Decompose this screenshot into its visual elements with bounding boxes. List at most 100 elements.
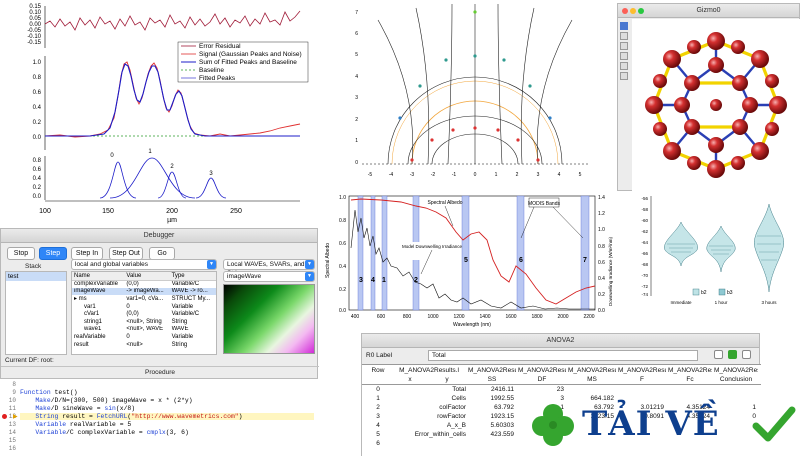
cell-conclusion[interactable]: 0 xyxy=(752,413,756,420)
breakpoint-icon[interactable] xyxy=(2,414,7,419)
variables-table[interactable]: Name Value Type complexVariable (0,0) Vari… xyxy=(71,271,217,355)
var-name: wave1 xyxy=(84,326,102,333)
vars-header-value: Value xyxy=(124,272,170,281)
column-header[interactable]: M_ANOVA2Resul xyxy=(468,367,516,374)
albedo-x-tick: 600 xyxy=(377,314,386,320)
wave-select[interactable]: imageWave ▼ xyxy=(223,271,315,282)
peak-label: 3 xyxy=(209,171,213,177)
table-row[interactable]: 1 Cells 1992.55 3 664.182 xyxy=(362,394,761,403)
table-row[interactable]: result <null> String xyxy=(72,341,216,349)
column-header[interactable]: M_ANOVA2Resul xyxy=(668,367,712,374)
polar-x-tick: -1 xyxy=(452,172,457,178)
annotation-modis-bands: MODIS Bands xyxy=(528,201,560,207)
table-row[interactable]: complexVariable (0,0) Variable/C xyxy=(72,280,216,288)
albedo-curve xyxy=(350,198,596,305)
anova2-table-window[interactable]: ANOVA2 R0 Label Total Row M_ANOVA2Result… xyxy=(361,333,761,456)
cell-ss[interactable]: 2416.11 xyxy=(490,386,514,393)
cell-ss[interactable]: 1992.55 xyxy=(490,395,515,402)
cell-fc[interactable]: 4.35124 xyxy=(686,413,711,420)
close-icon[interactable] xyxy=(622,8,628,14)
refresh-icon[interactable] xyxy=(728,350,737,359)
cell-ms[interactable]: 664.182 xyxy=(590,395,615,402)
column-header[interactable]: M_ANOVA2Resul xyxy=(618,367,666,374)
scope-select[interactable]: local and global variables ▼ xyxy=(71,259,217,270)
anova-titlebar[interactable]: ANOVA2 xyxy=(362,334,759,348)
tool-icon[interactable] xyxy=(620,42,628,50)
procedure-code-editor[interactable]: 8 9 10 11 12 13 14 15 16 ▶ Function test… xyxy=(0,378,318,456)
residual-tick: -0.15 xyxy=(27,40,41,46)
polar-x-tick: -3 xyxy=(410,172,415,178)
cell-label[interactable]: rowFactor xyxy=(437,413,466,420)
tool-icon[interactable] xyxy=(620,32,628,40)
table-row[interactable]: cVar1 (0,0) Variable/C xyxy=(72,310,216,318)
cell-ss[interactable]: 423.559 xyxy=(490,431,515,438)
cell-ss[interactable]: 5.60303 xyxy=(490,422,515,429)
step-button[interactable]: Step xyxy=(39,247,67,260)
gizmo-titlebar[interactable]: Gizmo0 xyxy=(618,4,799,18)
table-row[interactable]: wave1 <null>, WAVE WAVE xyxy=(72,326,216,334)
table-row[interactable]: realVariable 0 Variable xyxy=(72,333,216,341)
debugger-window[interactable]: Debugger Stop Step Step In Step Out Go S… xyxy=(0,228,319,456)
cell-conclusion[interactable]: 1 xyxy=(752,404,756,411)
tool-icon[interactable] xyxy=(620,52,628,60)
stack-list[interactable]: test xyxy=(5,271,67,355)
sub-header: SS xyxy=(487,376,497,383)
x-tick: 200 xyxy=(166,208,178,215)
table-row[interactable]: string1 <null>, String String xyxy=(72,318,216,326)
cell-df[interactable]: 1 xyxy=(560,404,564,411)
cell-label[interactable]: Total xyxy=(452,386,466,393)
tool-icon[interactable] xyxy=(620,62,628,70)
albedo-y-tick: 0.8 xyxy=(339,218,346,224)
buckyball-molecule[interactable] xyxy=(632,19,800,191)
column-header[interactable]: M_ANOVA2Results.l xyxy=(399,367,459,374)
cell-ss[interactable]: 63.792 xyxy=(494,404,514,411)
albedo-x-tick: 800 xyxy=(403,314,412,320)
column-header[interactable]: M_ANOVA2Resul xyxy=(568,367,616,374)
gizmo-window[interactable]: Gizmo0 xyxy=(617,3,800,191)
cell-entry-value: Total xyxy=(432,352,446,359)
var-type: String xyxy=(171,318,188,325)
grid-icon[interactable] xyxy=(742,350,751,359)
table-row[interactable]: imageWave -> imageWa... WAVE -> ro... xyxy=(72,287,216,296)
cell-ms[interactable]: 1923.15 xyxy=(590,413,615,420)
cell-ss[interactable]: 1923.15 xyxy=(490,413,515,420)
cell-label[interactable]: colFactor xyxy=(439,404,466,411)
vars-header-name: Name xyxy=(72,272,125,281)
download-watermark[interactable]: TẢI VỀ xyxy=(530,398,800,456)
debugger-titlebar[interactable]: Debugger xyxy=(1,229,317,243)
cell-ms[interactable]: 63.792 xyxy=(594,404,614,411)
albedo-x-tick: 1400 xyxy=(479,314,490,320)
cell-df[interactable]: 3 xyxy=(560,395,564,402)
polar-point xyxy=(473,10,477,14)
column-header[interactable]: M_ANOVA2Resul xyxy=(714,367,758,374)
peaks-tick: 0.6 xyxy=(33,167,42,173)
table-row[interactable]: 0 Total 2416.11 23 xyxy=(362,385,761,394)
band-label: 4 xyxy=(371,277,375,284)
table-row[interactable]: 2 colFactor 63.792 1 63.792 3.01219 4.35… xyxy=(362,403,761,412)
table-row[interactable]: var1 0 Variable xyxy=(72,303,216,311)
sub-header: DF xyxy=(537,376,547,383)
cell-label[interactable]: Cells xyxy=(451,395,466,402)
cell-f[interactable]: 3.01219 xyxy=(640,404,665,411)
cell-entry-field[interactable]: Total xyxy=(428,350,698,361)
tool-icon[interactable] xyxy=(620,22,628,30)
violin-y-tick: -60 xyxy=(641,218,648,223)
line-number: 13 xyxy=(8,421,16,428)
cell-df[interactable]: 23 xyxy=(556,386,564,393)
waves-select[interactable]: Local WAVEs, SVARs, and Stri ▼ xyxy=(223,259,315,277)
table-row[interactable]: 6 xyxy=(362,439,761,448)
column-header[interactable]: M_ANOVA2Resul xyxy=(518,367,566,374)
minimize-icon[interactable] xyxy=(630,8,636,14)
stack-item[interactable]: test xyxy=(6,272,66,281)
zoom-icon[interactable] xyxy=(638,8,644,14)
cell-f[interactable]: 90.8091 xyxy=(640,413,665,420)
anova-title: ANOVA2 xyxy=(546,337,575,344)
cell-label[interactable]: A_x_B xyxy=(446,422,466,429)
cell-fc[interactable]: 4.35124 xyxy=(686,404,711,411)
table-row[interactable]: ▸ ms var1=0, cVa... STRUCT My... xyxy=(72,295,216,303)
tool-icon[interactable] xyxy=(620,72,628,80)
stop-button[interactable]: Stop xyxy=(7,247,35,260)
cell-label[interactable]: Error_within_cells xyxy=(414,431,466,438)
image-wave-preview[interactable] xyxy=(223,284,315,354)
gear-icon[interactable] xyxy=(714,350,723,359)
